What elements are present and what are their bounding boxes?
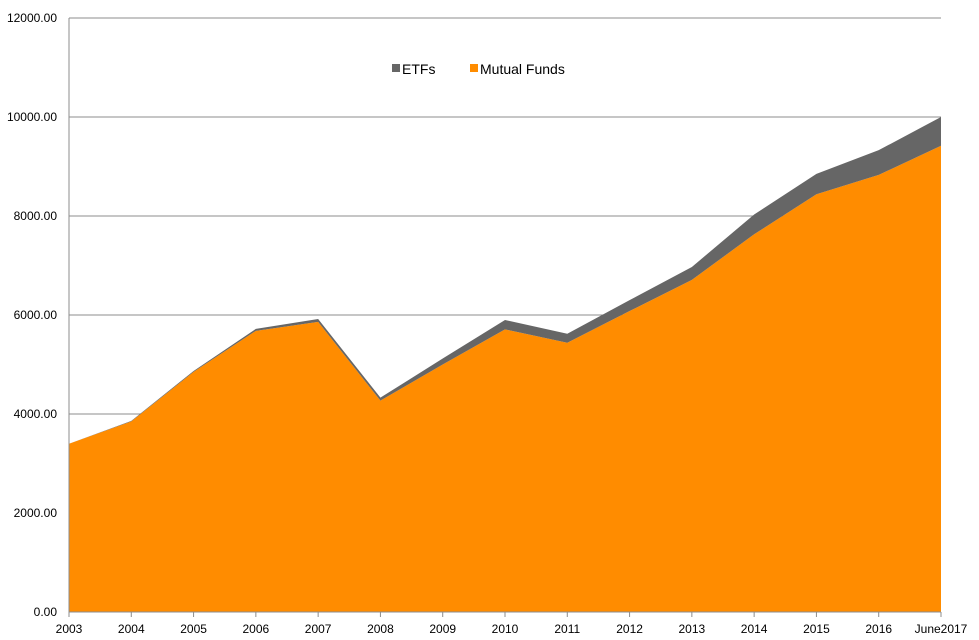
y-tick-label: 4000.00: [14, 407, 58, 421]
y-tick-label: 10000.00: [7, 110, 57, 124]
x-tick-label: 2014: [741, 622, 768, 636]
x-tick-label: 2003: [56, 622, 83, 636]
x-tick-label: 2007: [305, 622, 332, 636]
y-tick-label: 12000.00: [7, 11, 57, 25]
area-mutual-funds: [69, 145, 941, 612]
y-tick-label: 6000.00: [14, 308, 58, 322]
y-tick-label: 0.00: [34, 605, 58, 619]
x-tick-label: 2004: [118, 622, 145, 636]
x-tick-label: 2010: [492, 622, 519, 636]
x-tick-labels: 2003 2004 2005 2006 2007 2008 2009 2010 2011 2012…: [56, 622, 968, 636]
legend-label: Mutual Funds: [480, 61, 565, 77]
x-tick-label: 2012: [616, 622, 643, 636]
x-tick-label: 2015: [803, 622, 830, 636]
x-tick-label: June2017: [915, 622, 968, 636]
x-tick-label: 2008: [367, 622, 394, 636]
legend-label: ETFs: [402, 61, 435, 77]
x-tick-label: 2011: [554, 622, 580, 636]
plot-areas: [69, 117, 941, 612]
y-tick-label: 8000.00: [14, 209, 58, 223]
x-tick-label: 2013: [679, 622, 706, 636]
x-tick-label: 2006: [243, 622, 270, 636]
y-tick-label: 2000.00: [14, 506, 58, 520]
legend-swatch: [392, 64, 400, 72]
y-tick-labels: 0.00 2000.00 4000.00 6000.00 8000.00 10000.00…: [7, 11, 57, 619]
x-tick-label: 2005: [180, 622, 207, 636]
x-tick-label: 2016: [865, 622, 892, 636]
legend-swatch: [470, 64, 478, 72]
x-tick-label: 2009: [429, 622, 456, 636]
legend: ETFs Mutual Funds: [392, 61, 565, 77]
axes: [68, 18, 942, 617]
